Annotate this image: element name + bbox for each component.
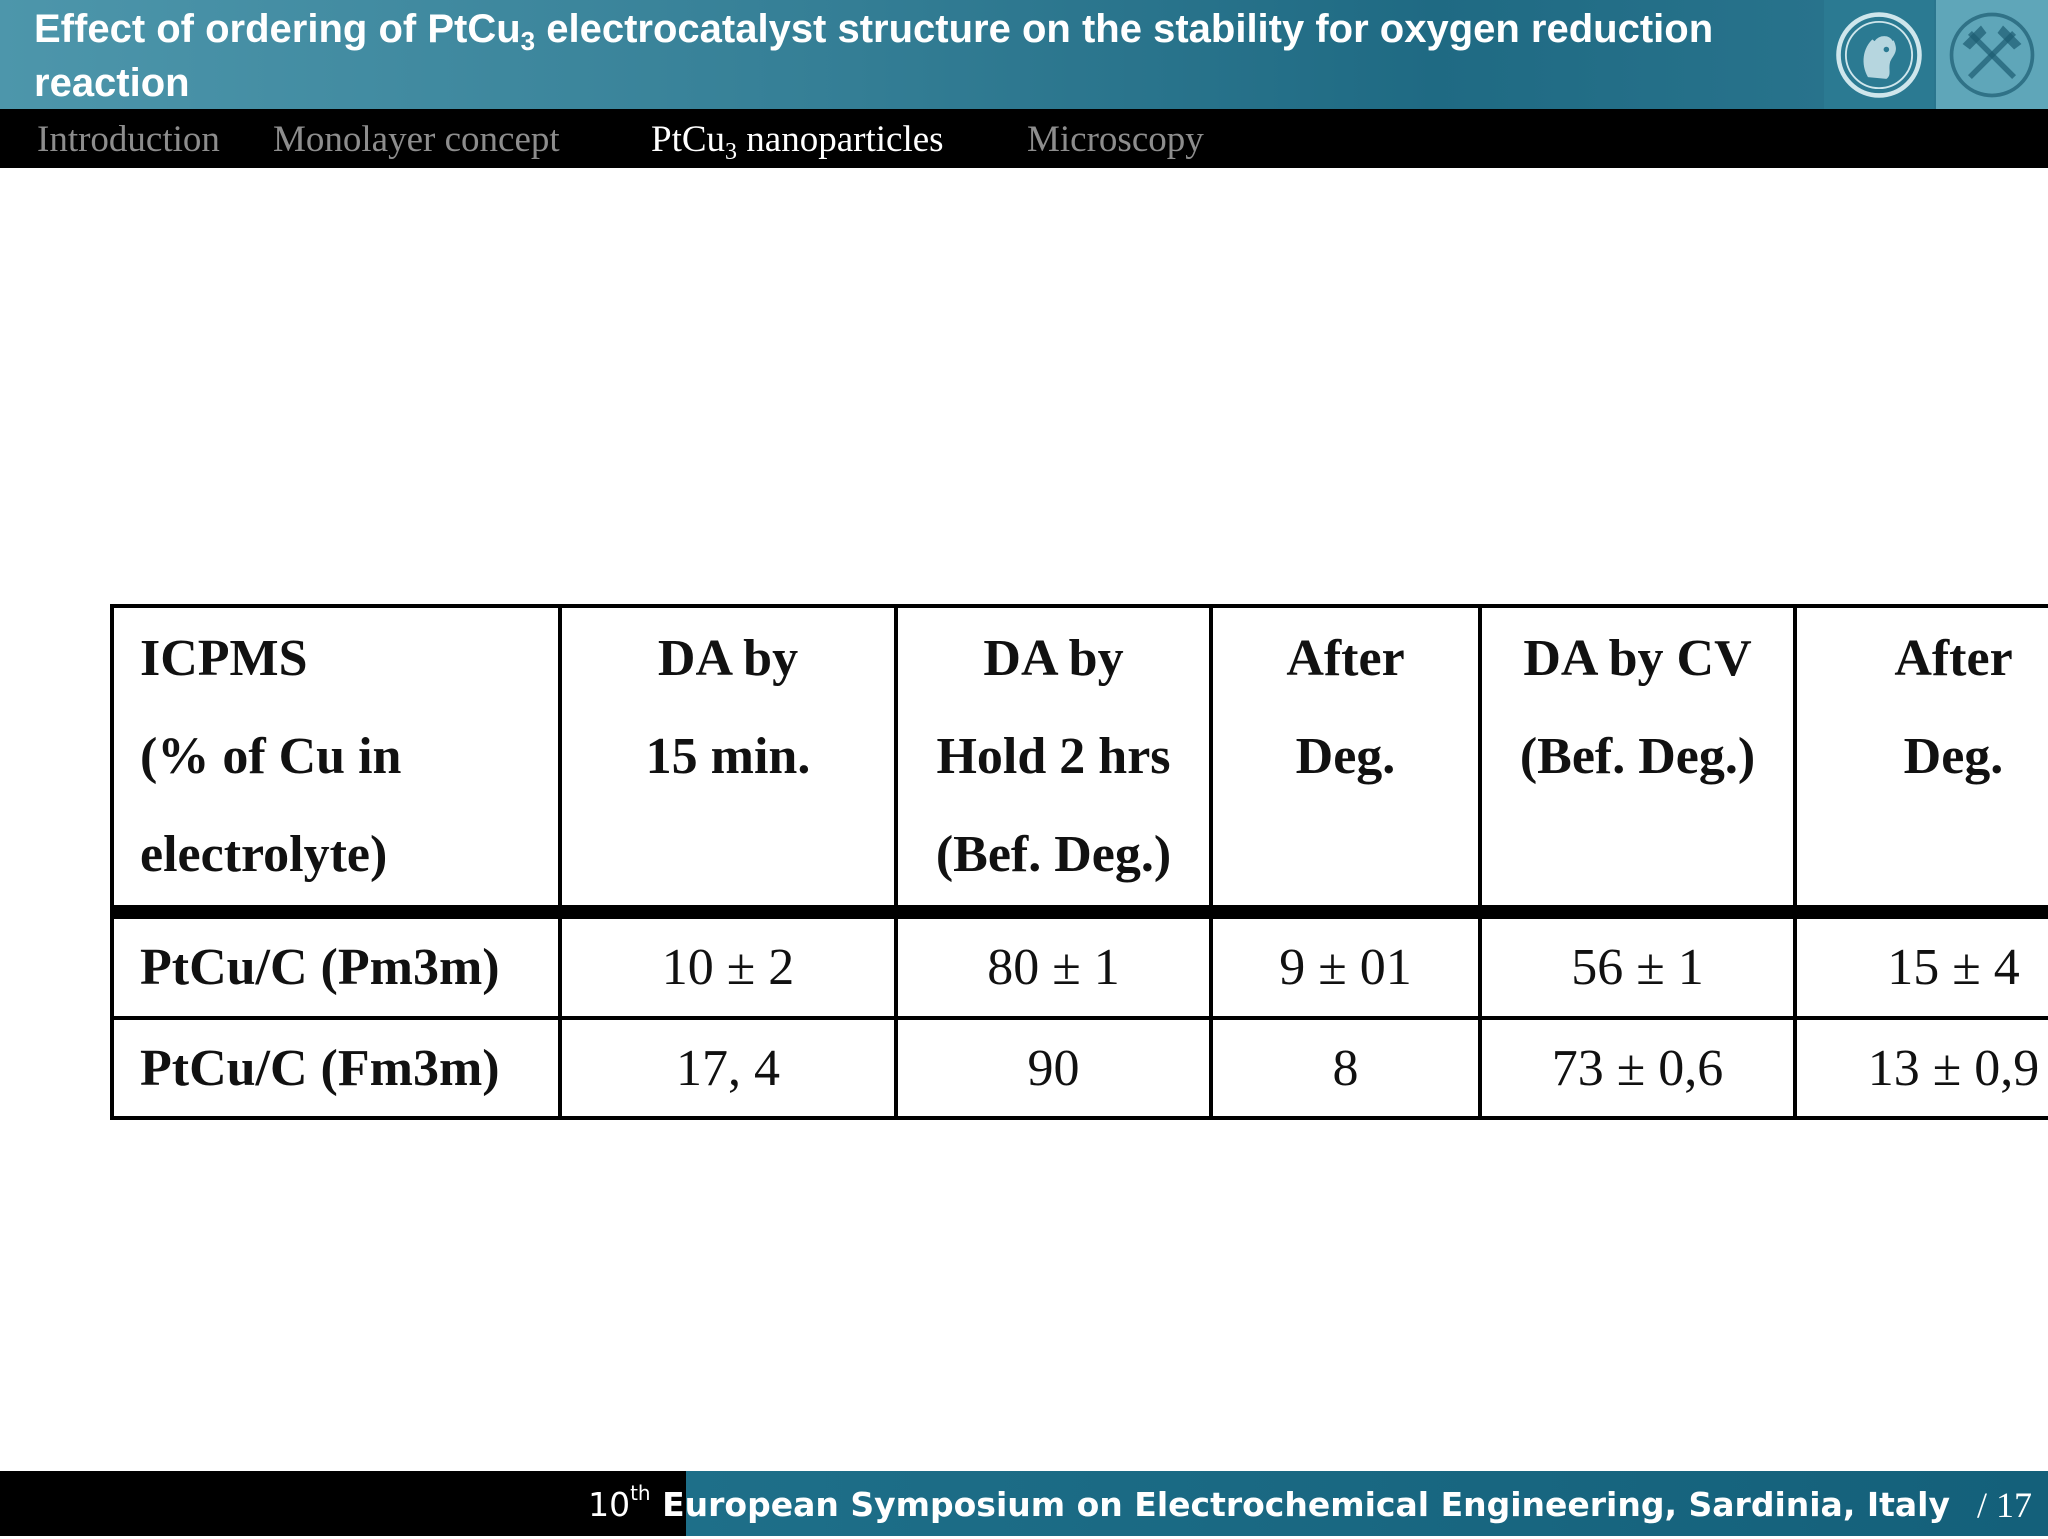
table-header-row: ICPMS (% of Cu in electrolyte) DA by 15 … <box>110 604 2048 919</box>
results-table-container: ICPMS (% of Cu in electrolyte) DA by 15 … <box>110 604 2048 1124</box>
slide-header: Effect of ordering of PtCu3 electrocatal… <box>0 0 2048 109</box>
table-cell: 13 ± 0,9 <box>1793 1016 2048 1120</box>
nav-item-ptcu3-nanoparticles[interactable]: PtCu3 nanoparticles <box>651 119 944 165</box>
table-row: PtCu/C (Pm3m) 10 ± 2 80 ± 1 9 ± 01 56 ± … <box>110 910 2048 1020</box>
table-row-label: PtCu/C (Pm3m) <box>110 910 562 1020</box>
table-row-label: PtCu/C (Fm3m) <box>110 1016 562 1120</box>
table-header-cell: DA by Hold 2 hrs (Bef. Deg.) <box>894 604 1213 919</box>
slide-title: Effect of ordering of PtCu3 electrocatal… <box>34 7 1714 105</box>
table-cell: 17, 4 <box>558 1016 898 1120</box>
table-cell: 10 ± 2 <box>558 910 898 1020</box>
table-row: PtCu/C (Fm3m) 17, 4 90 8 73 ± 0,6 13 ± 0… <box>110 1016 2048 1120</box>
footer-event-name: 10th European Symposium on Electrochemic… <box>588 1481 1950 1524</box>
icpms-results-table: ICPMS (% of Cu in electrolyte) DA by 15 … <box>110 604 2048 1120</box>
table-cell: 73 ± 0,6 <box>1478 1016 1797 1120</box>
table-header-cell: DA by 15 min. <box>558 604 898 919</box>
table-cell: 80 ± 1 <box>894 910 1213 1020</box>
table-cell: 8 <box>1209 1016 1482 1120</box>
nav-item-microscopy[interactable]: Microscopy <box>1027 119 1204 160</box>
table-cell: 56 ± 1 <box>1478 910 1797 1020</box>
nav-item-monolayer-concept[interactable]: Monolayer concept <box>273 119 560 160</box>
minerva-logo-icon <box>1824 0 1934 109</box>
footer-bar: 10th European Symposium on Electrochemic… <box>588 1471 2048 1536</box>
table-header-cell: After Deg. <box>1209 604 1482 919</box>
table-header-cell: After Deg. <box>1793 604 2048 919</box>
section-nav: Introduction Monolayer concept PtCu3 nan… <box>0 109 2048 168</box>
table-header-cell: DA by CV (Bef. Deg.) <box>1478 604 1797 919</box>
crossed-tools-logo-icon <box>1936 0 2048 109</box>
table-header-cell: ICPMS (% of Cu in electrolyte) <box>110 604 562 919</box>
nav-item-introduction[interactable]: Introduction <box>37 119 220 160</box>
table-cell: 15 ± 4 <box>1793 910 2048 1020</box>
footer-left-bar <box>0 1471 686 1536</box>
table-cell: 90 <box>894 1016 1213 1120</box>
table-cell: 9 ± 01 <box>1209 910 1482 1020</box>
page-number: / 17 <box>1976 1485 2032 1525</box>
